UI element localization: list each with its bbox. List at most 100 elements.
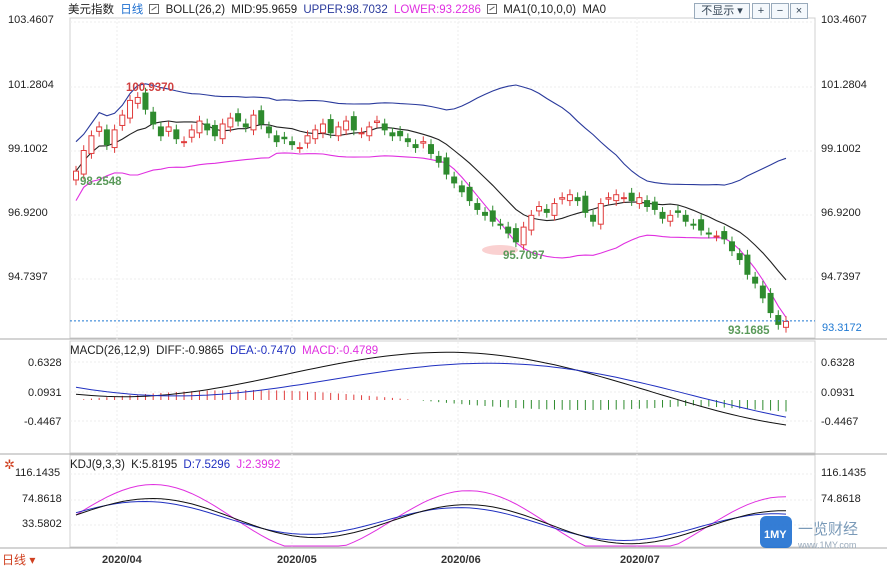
- candle-body: [736, 253, 743, 261]
- candle-body: [289, 141, 296, 146]
- candle-body: [474, 203, 481, 210]
- price-axis-right-4: 94.7397: [821, 271, 861, 283]
- candle-body: [404, 138, 411, 143]
- chart-header: 美元指数 日线 BOLL(26,2) MID:95.9659 UPPER:98.…: [68, 3, 609, 17]
- period-tab-daily[interactable]: 日线 ▾: [2, 553, 36, 567]
- candle-body: [497, 223, 504, 226]
- candle-body: [134, 96, 141, 104]
- candle-body: [188, 129, 195, 138]
- kdj-panel-frame: [69, 454, 816, 548]
- candle-body: [651, 201, 658, 210]
- price-axis-right-2: 99.1002: [821, 143, 861, 155]
- price-axis-left-2: 99.1002: [8, 143, 48, 155]
- low-highlight: [482, 245, 518, 255]
- macd-header: MACD(26,12,9) DIFF:-0.9865 DEA:-0.7470 M…: [70, 344, 381, 358]
- kdj-j-line: [75, 483, 787, 547]
- boll-upper-line: [75, 83, 787, 186]
- candle-body: [674, 210, 681, 213]
- annotation-low3: 93.1685: [728, 325, 770, 337]
- candle-body: [165, 126, 172, 132]
- candle-body: [358, 132, 365, 135]
- candle-body: [466, 186, 473, 202]
- candle-body: [759, 285, 766, 299]
- candle-body: [219, 123, 226, 140]
- candle-body: [273, 135, 280, 143]
- display-toggle-select[interactable]: 不显示 ▾: [694, 3, 750, 19]
- kdj-axis-left-2: 33.5802: [22, 518, 62, 530]
- ma0-label: MA0: [582, 4, 606, 16]
- kdj-d-line: [75, 500, 787, 542]
- kdj-axis-left-1: 74.8618: [22, 493, 62, 505]
- display-toggle-label: 不显示: [701, 5, 735, 17]
- candle-body: [698, 219, 705, 231]
- candle-body: [605, 197, 612, 200]
- period-label[interactable]: 日线: [120, 4, 144, 16]
- x-axis-label-jul: 2020/07: [620, 554, 660, 566]
- ma-line: [75, 120, 787, 281]
- candle-body: [489, 210, 496, 222]
- price-axis-right-1: 101.2804: [821, 79, 867, 91]
- kdj-j: J:2.3992: [236, 459, 281, 471]
- candle-body: [559, 197, 566, 200]
- candle-body: [242, 123, 249, 128]
- macd-dea-line: [75, 362, 787, 418]
- candle-body: [767, 292, 774, 314]
- candle-body: [620, 197, 627, 200]
- ma-settings-icon[interactable]: [487, 4, 498, 14]
- candle-body: [389, 132, 396, 137]
- candle-body: [181, 141, 188, 144]
- candle-body: [597, 203, 604, 225]
- candle-body: [150, 111, 157, 125]
- candle-body: [667, 214, 674, 222]
- candle-body: [157, 126, 164, 137]
- watermark-logo: 1MY 一览财经 www.1MY.com: [760, 512, 886, 568]
- candle-body: [728, 241, 735, 252]
- candle-body: [520, 226, 527, 246]
- boll-settings-icon[interactable]: [149, 4, 160, 14]
- candle-body: [173, 129, 180, 140]
- candle-body: [73, 170, 79, 181]
- price-axis-left-3: 96.9200: [8, 207, 48, 219]
- candle-body: [435, 155, 442, 163]
- candle-body: [327, 119, 334, 134]
- candle-body: [204, 123, 211, 131]
- x-axis-label-may: 2020/05: [277, 554, 317, 566]
- kdj-axis-right-1: 74.8618: [821, 493, 861, 505]
- candle-body: [258, 110, 265, 125]
- candle-body: [505, 226, 512, 234]
- x-axis-label-jun: 2020/06: [441, 554, 481, 566]
- candle-body: [582, 195, 589, 213]
- candle-body: [397, 130, 404, 137]
- candle-body: [682, 214, 689, 222]
- candle-body: [566, 194, 573, 202]
- candle-body: [543, 208, 550, 213]
- candle-body: [111, 129, 118, 149]
- kdj-label: KDJ(9,3,3): [70, 459, 125, 471]
- candle-body: [88, 135, 95, 154]
- kdj-header: KDJ(9,3,3) K:5.8195 D:7.5296 J:2.3992: [70, 458, 283, 472]
- candle-body: [752, 276, 759, 284]
- boll-lower-line: [75, 152, 787, 318]
- candle-body: [119, 114, 126, 126]
- macd-panel-frame: [69, 340, 816, 454]
- annotation-high: 100.9370: [126, 82, 174, 94]
- candle-body: [744, 254, 751, 275]
- zoom-out-button[interactable]: −: [771, 3, 789, 19]
- price-axis-right-3: 96.9200: [821, 207, 861, 219]
- candle-body: [451, 176, 458, 184]
- candle-body: [551, 203, 558, 216]
- candle-body: [783, 320, 789, 328]
- logo-url: www.1MY.com: [797, 540, 856, 550]
- close-button[interactable]: ×: [790, 3, 808, 19]
- macd-axis-right-0: 0.6328: [821, 357, 855, 369]
- kdj-k-line: [75, 497, 786, 545]
- candle-body: [343, 120, 350, 131]
- candle-body: [281, 136, 288, 140]
- candle-body: [265, 126, 272, 134]
- zoom-in-button[interactable]: +: [752, 3, 770, 19]
- candle-body: [250, 114, 257, 131]
- macd-dif-line: [75, 351, 787, 426]
- kdj-settings-icon[interactable]: ✲: [4, 457, 15, 472]
- candle-body: [80, 150, 87, 175]
